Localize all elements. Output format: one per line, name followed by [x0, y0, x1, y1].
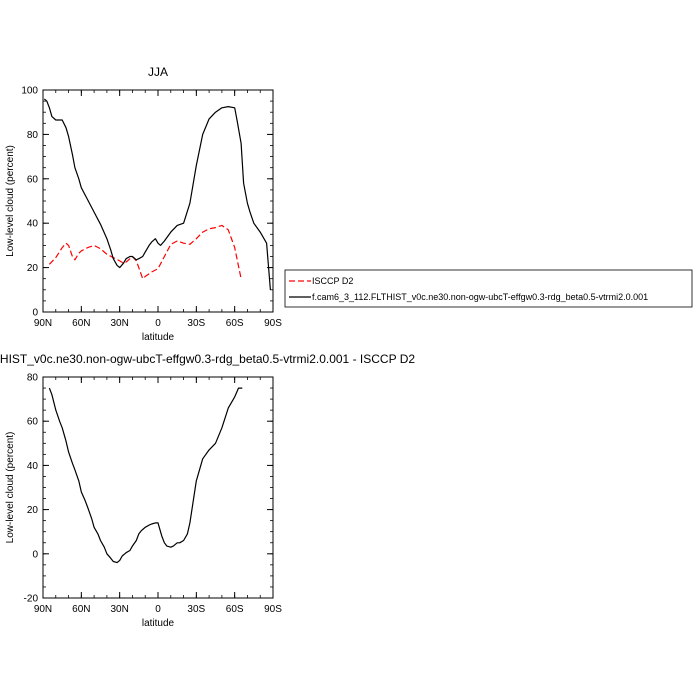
y-tick-label: 80 [27, 373, 39, 384]
series-line-isccp [48, 224, 242, 280]
y-tick-label: 20 [27, 263, 39, 274]
y-tick-label: 60 [27, 174, 39, 185]
plot-frame [42, 376, 274, 599]
legend-label: f.cam6_3_112.FLTHIST_v0c.ne30.non-ogw-ub… [312, 292, 648, 302]
x-tick-label: 90S [264, 318, 282, 329]
x-tick-label: 30N [110, 604, 128, 615]
panel-bottom: 90N 60N 30N 0 30S 60S 90S -20 0 20 40 60 80 latitude L… [0, 352, 415, 629]
y-tick-label: 100 [21, 86, 38, 97]
x-tick-label: 90N [34, 604, 52, 615]
legend: ISCCP D2 f.cam6_3_112.FLTHIST_v0c.ne30.no… [284, 269, 693, 308]
x-axis-title: latitude [142, 332, 175, 343]
x-tick-label: 60S [226, 318, 244, 329]
plot-frame [42, 89, 274, 313]
panel-title: JJA [148, 65, 168, 79]
x-tick-label: 90S [264, 604, 282, 615]
y-tick-label: 0 [32, 549, 38, 560]
x-tick-label: 0 [155, 604, 161, 615]
series-line-model [48, 387, 243, 564]
panel-title: f.cam6_3_112.FLTHIST_v0c.ne30.non-ogw-ub… [0, 352, 415, 366]
legend-label: ISCCP D2 [312, 276, 353, 286]
x-tick-label: 60N [72, 604, 90, 615]
y-tick-label: -20 [24, 594, 39, 605]
x-axis-title: latitude [142, 618, 175, 629]
y-tick-label: 20 [27, 505, 39, 516]
y-axis-title: Low-level cloud (percent) [5, 145, 16, 257]
legend-box [284, 269, 693, 308]
y-tick-label: 40 [27, 461, 39, 472]
y-tick-label: 60 [27, 417, 39, 428]
y-tick-label: 0 [32, 308, 38, 319]
y-tick-label: 40 [27, 219, 39, 230]
x-tick-label: 60S [226, 604, 244, 615]
panel-top: 90N 60N 30N 0 30S 60S 90S 0 20 40 60 80 100 latitude L… [5, 65, 282, 343]
x-tick-label: 30N [110, 318, 128, 329]
x-tick-label: 60N [72, 318, 90, 329]
x-tick-label: 0 [155, 318, 161, 329]
x-tick-label: 30S [187, 604, 205, 615]
x-tick-label: 30S [187, 318, 205, 329]
x-tick-label: 90N [34, 318, 52, 329]
y-axis-title: Low-level cloud (percent) [5, 432, 16, 544]
y-tick-label: 80 [27, 130, 39, 141]
series-line-model [43, 98, 271, 290]
